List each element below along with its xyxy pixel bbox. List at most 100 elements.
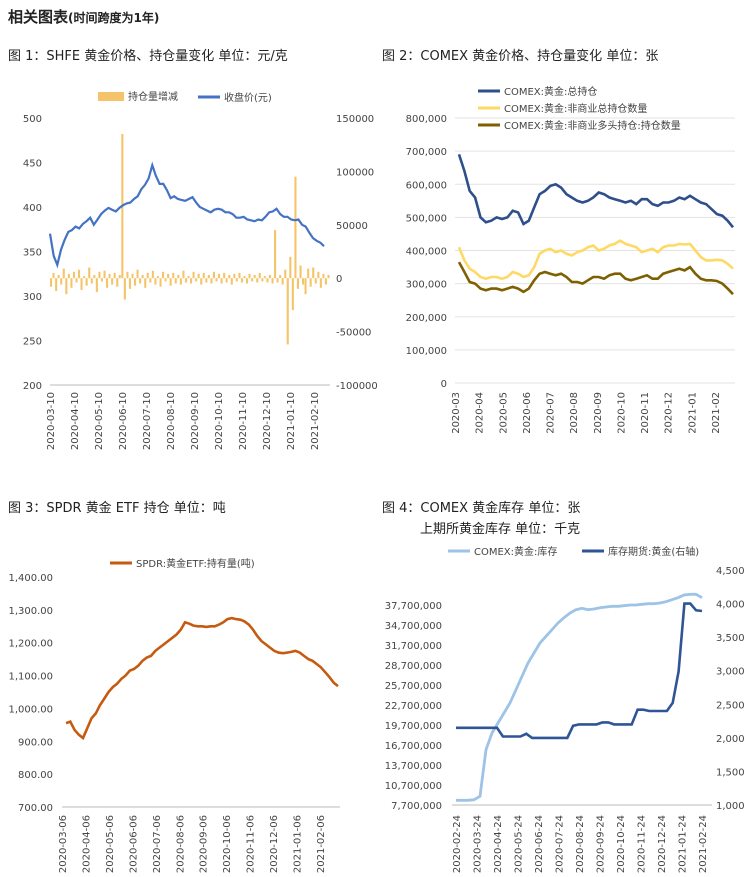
fig4-y-right-tick-0: 4,500 [716, 566, 745, 577]
fig1-bar-98 [299, 265, 302, 279]
page-title: 相关图表(时间跨度为1年) [8, 8, 160, 26]
fig1-bar-95 [291, 278, 294, 311]
fig1-x-tick-2: 2020-05-10 [94, 392, 105, 450]
fig1-bar-27 [118, 275, 121, 279]
fig1-bar-83 [261, 278, 264, 282]
fig1-x-tick-4: 2020-07-10 [142, 392, 153, 450]
fig4-x-tick-1: 2020-03-24 [473, 815, 484, 873]
fig1-y-left-tick-5: 250 [23, 337, 42, 348]
fig3-y-tick-7: 700.00 [18, 803, 53, 814]
fig2-x-tick-4: 2020-07 [546, 392, 557, 434]
fig4-x-tick-4: 2020-06-24 [534, 815, 545, 873]
fig1-bar-87 [271, 278, 274, 284]
fig1-bar-59 [200, 278, 203, 285]
fig1-bar-31 [128, 278, 131, 289]
fig4-y-left-tick-7: 16,700,000 [385, 741, 442, 752]
fig1-y-left-tick-4: 300 [23, 292, 42, 303]
fig1-bar-54 [187, 276, 190, 279]
fig1-bar-17 [93, 275, 96, 279]
fig1-bar-109 [327, 275, 330, 279]
fig4-y-left-tick-9: 10,700,000 [385, 781, 442, 792]
fig1-bar-43 [159, 278, 162, 287]
fig2-y-tick-8: 0 [441, 379, 447, 390]
fig4-y-right-tick-4: 2,500 [716, 700, 745, 711]
fig1-y-right-tick-3: 0 [336, 274, 342, 285]
fig3-x-tick-3: 2020-06-06 [128, 815, 139, 873]
fig3-x-tick-0: 2020-03-06 [58, 815, 69, 873]
fig2-x-tick-3: 2020-06 [522, 392, 533, 434]
fig1-bar-7 [67, 273, 70, 279]
fig1-bar-42 [156, 276, 159, 279]
fig1-bar-44 [162, 271, 165, 279]
fig1-bar-20 [100, 278, 103, 282]
fig4-x-tick-3: 2020-05-24 [514, 815, 525, 873]
fig2-x-tick-2: 2020-05 [498, 392, 509, 434]
fig1-bar-45 [164, 278, 167, 282]
fig1-bar-74 [238, 272, 241, 279]
fig1-bar-61 [205, 278, 208, 283]
fig1-bar-79 [251, 278, 254, 282]
fig2-legend-0-label: COMEX:黄金:总持仓 [504, 85, 597, 98]
fig1-bar-29 [123, 278, 126, 300]
fig3-y-tick-4: 1,000.00 [8, 704, 53, 715]
fig4-y-right-tick-1: 4,000 [716, 600, 745, 611]
fig2-x-tick-11: 2021-02 [711, 392, 722, 434]
fig1-bar-8 [70, 278, 73, 288]
fig2-x-tick-5: 2020-08 [569, 392, 580, 434]
fig4-caption-sub: 上期所黄金库存 单位：千克 [420, 522, 581, 537]
fig1-bar-107 [322, 273, 325, 279]
fig2-x-tick-9: 2020-12 [664, 392, 675, 434]
fig1-bar-46 [167, 273, 170, 279]
fig1-bar-37 [144, 278, 147, 288]
fig1-bar-24 [111, 278, 114, 285]
fig1-bar-69 [225, 278, 228, 283]
fig3-y-tick-0: 1,400.00 [8, 573, 53, 584]
fig4-y-right-tick-2: 3,500 [716, 633, 745, 644]
fig1-x-tick-6: 2020-09-10 [190, 392, 201, 450]
fig1-bar-90 [279, 275, 282, 279]
fig2-x-tick-6: 2020-09 [593, 392, 604, 434]
fig1-legend-line-label: 收盘价(元) [224, 91, 272, 104]
fig4-y-right-tick-6: 1,500 [716, 767, 745, 778]
fig3-legend-0-label: SPDR:黄金ETF:持有量(吨) [136, 557, 255, 570]
fig1-series-close [48, 161, 325, 269]
fig1-bar-80 [253, 275, 256, 279]
fig3-x-tick-11: 2021-02-06 [316, 815, 327, 873]
fig3-y-tick-3: 1,100.00 [8, 672, 53, 683]
fig3-x-tick-9: 2020-12-06 [269, 815, 280, 873]
fig1-bar-52 [182, 270, 185, 279]
fig4-series-0 [456, 592, 703, 802]
page-title-suffix: (时间跨度为1年) [68, 11, 160, 25]
fig1-bar-86 [268, 275, 271, 279]
fig1-bar-49 [174, 278, 177, 284]
fig4-x-tick-10: 2020-12-24 [657, 815, 668, 873]
fig1-bar-71 [230, 278, 233, 285]
fig1-bar-1 [52, 272, 55, 279]
fig1-x-tick-7: 2020-10-10 [214, 392, 225, 450]
fig1-bar-16 [90, 278, 93, 284]
fig3-x-tick-5: 2020-08-06 [175, 815, 186, 873]
fig1-x-tick-10: 2021-01-10 [286, 392, 297, 450]
fig4-caption: 图 4：COMEX 黄金库存 单位：张 [382, 501, 581, 516]
fig4-legend-0-label: COMEX:黄金:库存 [474, 545, 557, 558]
fig1-bar-85 [266, 278, 269, 283]
fig1-bar-15 [88, 267, 91, 279]
fig1-bar-12 [80, 278, 83, 290]
fig1-bar-62 [207, 275, 210, 279]
fig4-y-left-tick-3: 28,700,000 [385, 661, 442, 672]
fig1-bar-75 [240, 278, 243, 283]
fig3-x-tick-4: 2020-07-06 [152, 815, 163, 873]
fig1-bar-58 [197, 273, 200, 279]
fig1-y-right-tick-5: -100000 [336, 381, 378, 392]
fig4-x-tick-8: 2020-10-24 [616, 815, 627, 873]
fig1-bar-68 [223, 272, 226, 279]
fig1-y-right-tick-4: -50000 [336, 328, 371, 339]
fig2-x-tick-8: 2020-11 [640, 392, 651, 434]
fig3-x-tick-8: 2020-11-06 [246, 815, 257, 873]
fig4-y-left-tick-5: 22,700,000 [385, 701, 442, 712]
fig1-legend-bar-label: 持仓量增减 [128, 90, 178, 103]
fig1-bar-3 [57, 275, 60, 279]
fig1-bar-48 [172, 272, 175, 279]
fig2-caption: 图 2：COMEX 黄金价格、持仓量变化 单位：张 [382, 49, 659, 64]
